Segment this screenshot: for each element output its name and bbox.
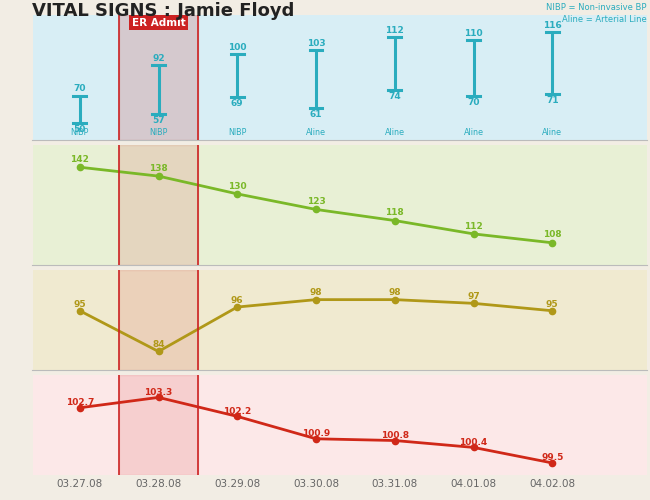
Text: 100.4: 100.4 [460, 438, 488, 446]
Text: Aline: Aline [385, 128, 405, 137]
Text: 97: 97 [467, 292, 480, 301]
Text: 70: 70 [467, 98, 480, 106]
Text: 100: 100 [228, 43, 246, 52]
Bar [119, 15, 198, 140]
Text: Aline: Aline [463, 128, 484, 137]
Text: 123: 123 [307, 197, 326, 206]
Bar [119, 145, 198, 265]
Text: 118: 118 [385, 208, 404, 217]
Text: NIBP: NIBP [228, 128, 246, 137]
Text: 61: 61 [310, 110, 322, 119]
Text: Aline: Aline [542, 128, 562, 137]
Text: 112: 112 [464, 222, 483, 230]
Text: 98: 98 [389, 288, 401, 298]
Text: 70: 70 [73, 84, 86, 94]
Bar [119, 270, 198, 370]
Text: 100.9: 100.9 [302, 429, 330, 438]
Text: NIBP = Non-invasive BP: NIBP = Non-invasive BP [546, 2, 647, 12]
Text: 74: 74 [389, 92, 401, 101]
Text: 96: 96 [231, 296, 244, 305]
Text: Aline: Aline [306, 128, 326, 137]
Text: 116: 116 [543, 20, 562, 30]
Text: 130: 130 [228, 182, 246, 190]
Text: 69: 69 [231, 99, 244, 108]
Text: 103.3: 103.3 [144, 388, 173, 396]
Text: 108: 108 [543, 230, 562, 239]
Text: 110: 110 [464, 29, 483, 38]
Text: 98: 98 [309, 288, 322, 298]
Text: 142: 142 [70, 155, 89, 164]
Text: Aline = Arterial Line: Aline = Arterial Line [562, 15, 647, 24]
Text: 84: 84 [152, 340, 165, 349]
Text: ER Admit: ER Admit [131, 18, 185, 28]
Bar [119, 375, 198, 475]
Text: 100.8: 100.8 [381, 431, 409, 440]
Text: 99.5: 99.5 [541, 453, 564, 462]
Text: 103: 103 [307, 38, 325, 48]
Text: 50: 50 [73, 126, 86, 134]
Text: NIBP: NIBP [71, 128, 89, 137]
Text: 102.2: 102.2 [223, 406, 252, 416]
Text: 57: 57 [152, 116, 165, 124]
Text: 112: 112 [385, 26, 404, 35]
Text: 138: 138 [149, 164, 168, 173]
Text: NIBP: NIBP [150, 128, 168, 137]
Text: 95: 95 [73, 300, 86, 308]
Text: 102.7: 102.7 [66, 398, 94, 407]
Text: 92: 92 [152, 54, 165, 63]
Text: 95: 95 [546, 300, 558, 308]
Text: VITAL SIGNS : Jamie Floyd: VITAL SIGNS : Jamie Floyd [32, 2, 295, 21]
Text: 71: 71 [546, 96, 558, 106]
